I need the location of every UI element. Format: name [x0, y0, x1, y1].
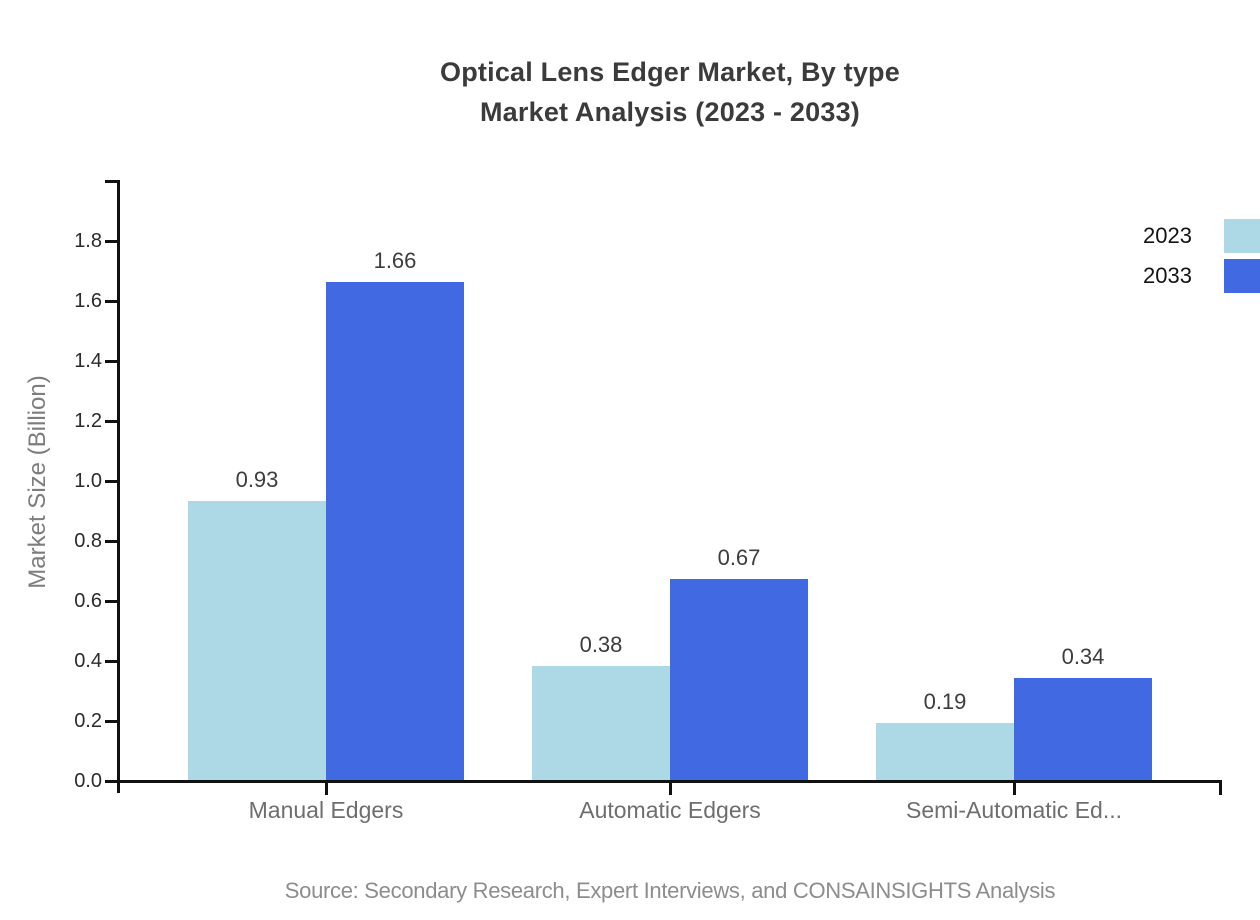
bar [532, 666, 670, 780]
y-tick-label: 1.8 [74, 230, 102, 252]
y-tick [105, 540, 117, 543]
y-tick-label: 0.0 [74, 770, 102, 792]
legend-label: 2023 [1143, 223, 1192, 248]
x-tick [1013, 783, 1016, 795]
bar-value-label: 0.34 [1061, 644, 1105, 669]
bar-value-label: 1.66 [373, 248, 417, 273]
bar [1014, 678, 1152, 780]
legend-swatch [1224, 259, 1260, 293]
chart-subtitle: Market Analysis (2023 - 2033) [479, 97, 860, 127]
category-label: Semi-Automatic Ed... [905, 797, 1123, 823]
y-tick-label: 1.0 [74, 470, 102, 492]
chart-title: Optical Lens Edger Market, By type [440, 57, 900, 87]
y-tick-label: 1.2 [74, 410, 102, 432]
legend-item: 2033 [1143, 256, 1260, 296]
y-tick [105, 240, 117, 243]
bar [326, 282, 464, 780]
y-tick-label: 0.4 [74, 650, 102, 672]
title-block: Optical Lens Edger Market, By type Marke… [80, 52, 1260, 132]
source-note: Source: Secondary Research, Expert Inter… [284, 878, 1056, 903]
category-label: Manual Edgers [248, 797, 404, 823]
bar [188, 501, 326, 780]
x-tick [325, 783, 328, 795]
y-tick-label: 1.4 [74, 350, 102, 372]
bar-value-label: 0.19 [923, 689, 967, 714]
y-axis-line [117, 180, 120, 793]
bar [670, 579, 808, 780]
bar-value-label: 0.93 [235, 467, 279, 492]
y-tick-label: 1.6 [74, 290, 102, 312]
x-tick [669, 783, 672, 795]
y-axis-end-cap [105, 180, 117, 183]
legend-label: 2033 [1143, 263, 1192, 288]
category-label: Automatic Edgers [579, 797, 761, 823]
y-tick-label: 0.8 [74, 530, 102, 552]
y-tick [105, 780, 117, 783]
legend: 2023 2033 [1143, 216, 1260, 296]
bar-value-label: 0.38 [579, 632, 623, 657]
x-axis-line [117, 780, 1222, 783]
bar-value-label: 0.67 [717, 545, 761, 570]
y-tick [105, 300, 117, 303]
x-axis-end-cap [1219, 780, 1222, 795]
y-tick-label: 0.2 [74, 710, 102, 732]
y-tick [105, 480, 117, 483]
legend-item: 2023 [1143, 216, 1260, 256]
y-tick [105, 360, 117, 363]
legend-swatch [1224, 219, 1260, 253]
y-tick [105, 720, 117, 723]
y-tick-label: 0.6 [74, 590, 102, 612]
y-tick [105, 420, 117, 423]
y-tick [105, 600, 117, 603]
bar [876, 723, 1014, 780]
y-tick [105, 660, 117, 663]
